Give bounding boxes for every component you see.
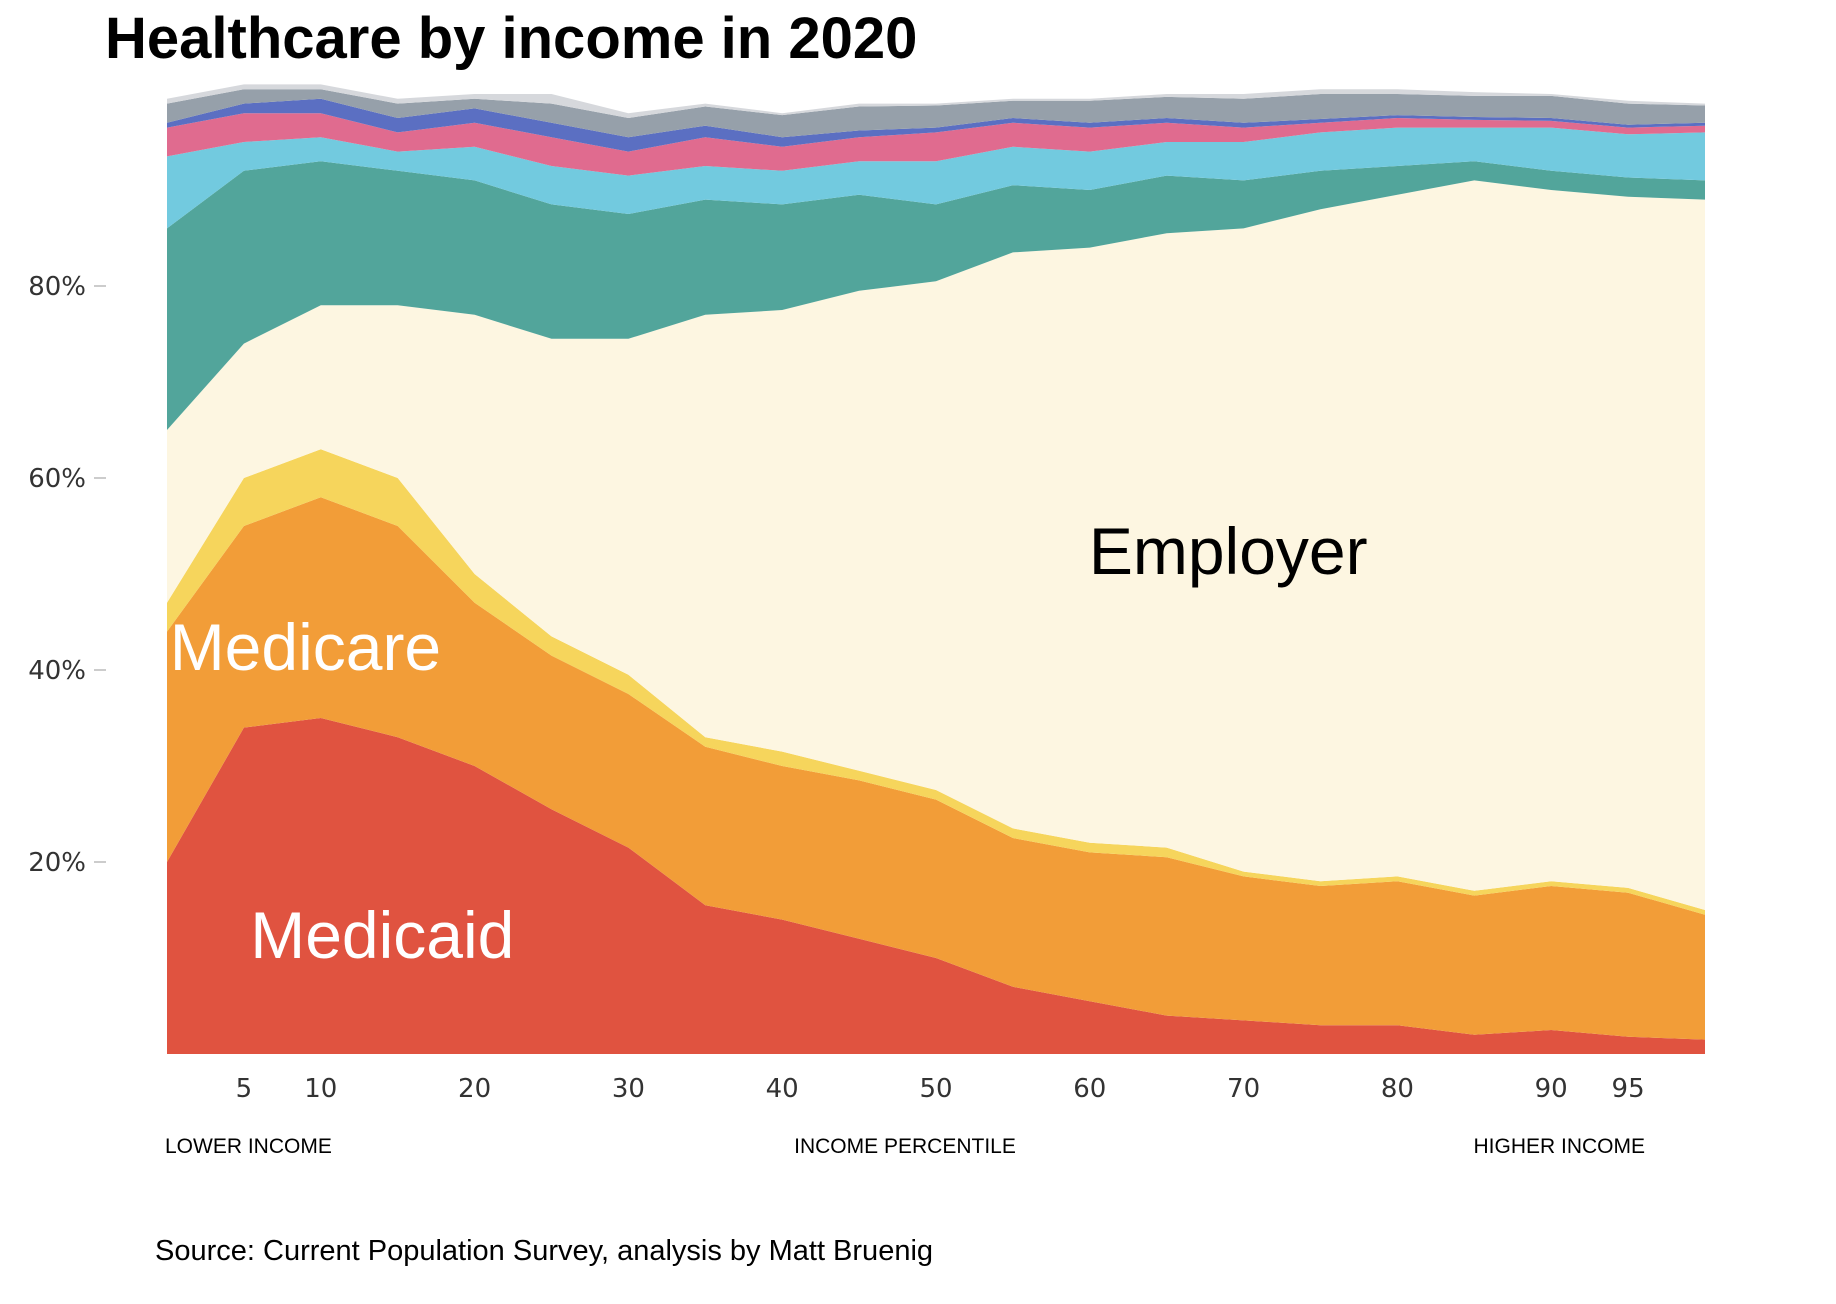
y-tick-label: 60%	[28, 464, 86, 494]
series-label-medicaid: Medicaid	[250, 898, 514, 972]
y-tick-label: 40%	[28, 656, 86, 686]
series-labels: Medicaid Medicare Employer	[170, 514, 1368, 972]
x-tick-label: 95	[1612, 1074, 1645, 1104]
x-tick-label: 40	[766, 1074, 799, 1104]
x-tick-label: 30	[612, 1074, 645, 1104]
chart-title: Healthcare by income in 2020	[105, 6, 917, 71]
area-series-medicare	[167, 497, 1705, 1040]
area-series-layer-9	[167, 89, 1705, 138]
x-axis-left-note: LOWER INCOME	[165, 1135, 332, 1158]
x-tick-label: 70	[1227, 1074, 1260, 1104]
area-series-layer-7	[167, 113, 1705, 176]
y-axis-ticks: 20% 40% 60% 80%	[28, 272, 106, 878]
series-label-medicare: Medicare	[170, 610, 441, 684]
area-series-employer	[167, 180, 1705, 910]
source-note: Source: Current Population Survey, analy…	[155, 1235, 933, 1267]
x-tick-label: 60	[1073, 1074, 1106, 1104]
area-series-medicaid	[167, 718, 1705, 1054]
area-series-layer-8	[167, 98, 1705, 152]
x-tick-label: 80	[1381, 1074, 1414, 1104]
y-tick-label: 80%	[28, 272, 86, 302]
area-series-layer-5	[167, 161, 1705, 430]
x-tick-label: 90	[1535, 1074, 1568, 1104]
area-series-layer-6	[167, 127, 1705, 229]
area-series-group	[167, 84, 1705, 1054]
x-axis-ticks: 5 10 20 30 40 50 60 70 80 90 95	[236, 1074, 1645, 1104]
x-tick-label: 20	[458, 1074, 491, 1104]
y-tick-label: 20%	[28, 848, 86, 878]
area-series-layer-10	[167, 84, 1705, 118]
x-tick-label: 5	[236, 1074, 253, 1104]
x-axis-label: INCOME PERCENTILE	[794, 1135, 1016, 1158]
x-tick-label: 10	[304, 1074, 337, 1104]
area-series-layer-3	[167, 449, 1705, 915]
x-tick-label: 50	[919, 1074, 952, 1104]
x-axis-right-note: HIGHER INCOME	[1473, 1135, 1645, 1158]
series-label-employer: Employer	[1089, 514, 1368, 588]
